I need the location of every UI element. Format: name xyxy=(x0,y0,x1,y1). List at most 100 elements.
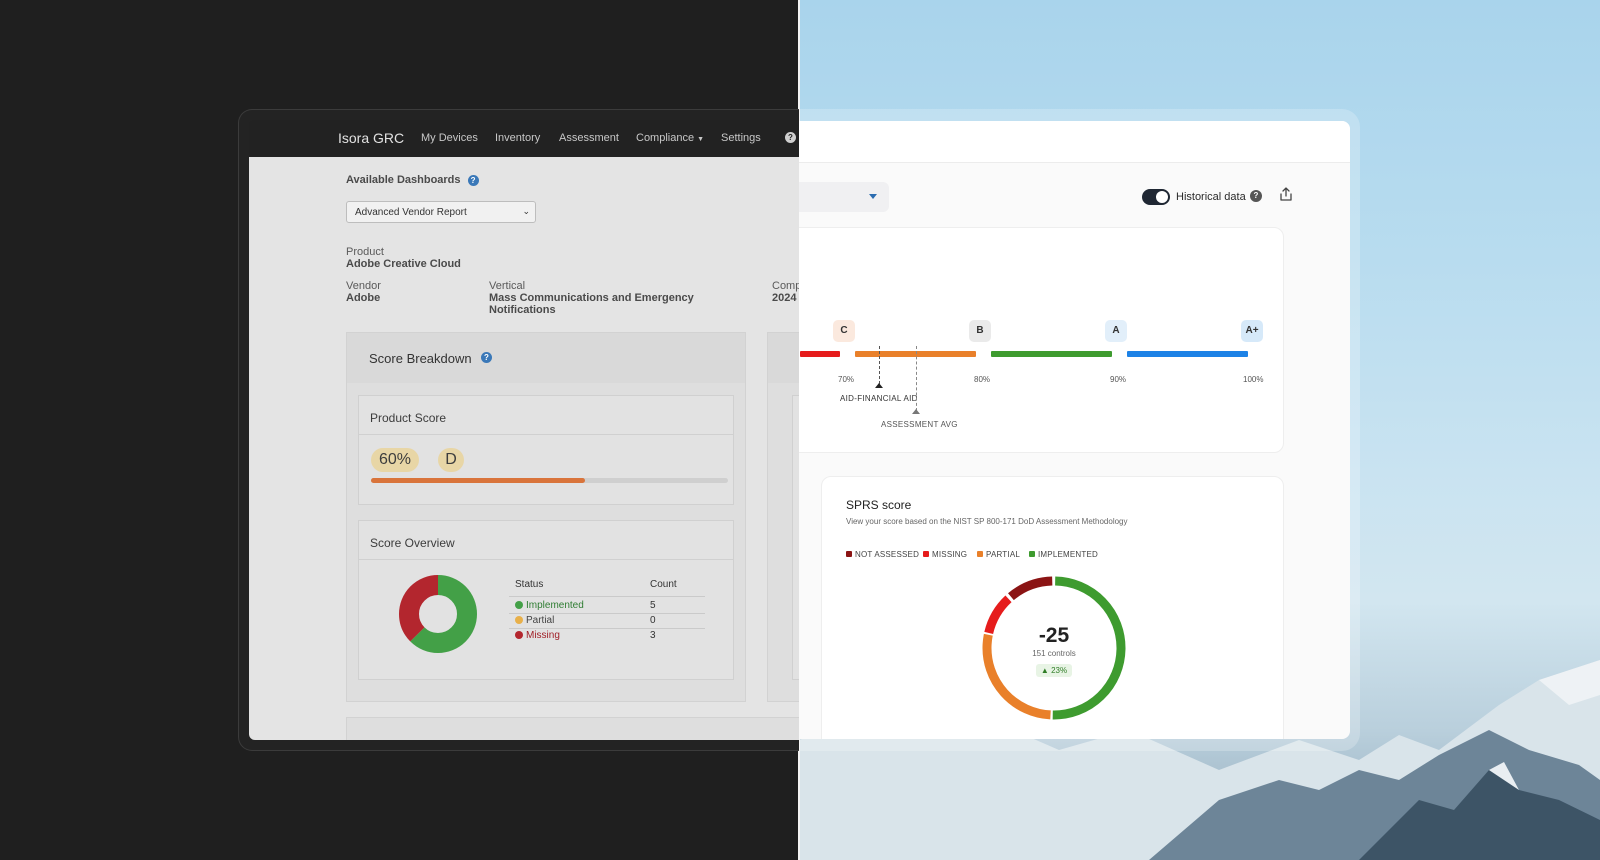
vertical-value-line1: Mass Communications and Emergency xyxy=(489,292,694,304)
nav-assessment[interactable]: Assessment xyxy=(559,132,619,144)
sprs-controls: 151 controls xyxy=(1032,649,1076,658)
marker-line-financial-aid xyxy=(879,346,880,384)
score-overview-card: Score Overview Status Count Implemented … xyxy=(358,520,734,680)
legend-label: PARTIAL xyxy=(986,550,1021,559)
grade-badge-b: B xyxy=(969,320,991,342)
product-value: Adobe Creative Cloud xyxy=(346,258,461,270)
arrow-up-icon: ▲ xyxy=(1040,666,1049,675)
legend-label: MISSING xyxy=(932,550,968,559)
status-partial: Partial xyxy=(526,615,555,626)
chevron-down-icon xyxy=(869,194,877,199)
donut-segment-missing[interactable] xyxy=(399,575,477,653)
legend-partial[interactable]: PARTIAL xyxy=(977,550,1020,559)
caret-down-icon: ▼ xyxy=(697,136,705,143)
available-dashboards-text: Available Dashboards xyxy=(346,174,461,186)
chevron-down-icon: ⌄ xyxy=(522,206,530,216)
table-row: Implemented xyxy=(515,600,584,611)
sprs-segment-missing[interactable] xyxy=(979,573,1129,723)
grade-badge-c: C xyxy=(833,320,855,342)
table-row: Missing xyxy=(515,630,560,641)
old-navbar: Isora GRC My Devices Inventory Assessmen… xyxy=(249,120,799,157)
secondary-panel-header xyxy=(768,333,799,383)
help-icon[interactable]: ? xyxy=(481,352,492,363)
tick-100: 100% xyxy=(1243,375,1264,384)
sprs-segment-implemented[interactable] xyxy=(982,576,1126,720)
dashboard-select[interactable] xyxy=(799,182,889,212)
product-score-progress xyxy=(371,478,728,483)
new-topbar xyxy=(799,121,1350,163)
vertical-label: Vertical xyxy=(489,280,526,292)
nav-my-devices[interactable]: My Devices xyxy=(421,132,478,144)
grade-bar-d xyxy=(800,351,840,357)
grade-badge-a-plus: A+ xyxy=(1241,320,1263,342)
comp-value: 2024 xyxy=(772,292,797,304)
legend-not-assessed[interactable]: NOT ASSESSED xyxy=(846,550,919,559)
legend-swatch-icon xyxy=(1029,551,1035,557)
count-missing: 3 xyxy=(650,630,656,641)
score-overview-donut xyxy=(399,575,477,653)
table-rule xyxy=(509,596,705,597)
product-score-title: Product Score xyxy=(370,411,447,425)
new-ui-window: Historical data ? C B A A+ 70% 80% 90% 1… xyxy=(799,121,1350,739)
table-header-status: Status xyxy=(515,579,544,590)
available-dashboards-label: Available Dashboards ? xyxy=(346,174,479,186)
sprs-score: -25 xyxy=(1038,624,1070,647)
legend-swatch-icon xyxy=(977,551,983,557)
grade-badge-a: A xyxy=(1105,320,1127,342)
sprs-segment-not-assessed[interactable] xyxy=(979,573,1129,723)
legend-missing[interactable]: MISSING xyxy=(923,550,967,559)
sprs-change-value: 23% xyxy=(1051,666,1068,675)
vendor-label: Vendor xyxy=(346,280,381,292)
marker-assessment-avg[interactable]: ASSESSMENT AVG xyxy=(881,420,958,429)
product-score-grade: D xyxy=(438,448,464,472)
count-implemented: 5 xyxy=(650,600,656,611)
sprs-donut xyxy=(979,573,1129,723)
marker-financial-aid[interactable]: AID-FINANCIAL AID xyxy=(840,394,918,403)
score-breakdown-header: Score Breakdown ? xyxy=(347,333,745,383)
secondary-panel xyxy=(767,332,799,702)
legend-implemented[interactable]: IMPLEMENTED xyxy=(1029,550,1098,559)
legend-swatch-icon xyxy=(923,551,929,557)
product-label: Product xyxy=(346,246,384,258)
nav-inventory[interactable]: Inventory xyxy=(495,132,541,144)
share-icon[interactable] xyxy=(1279,186,1293,202)
old-content-area: Available Dashboards ? Advanced Vendor R… xyxy=(249,157,799,740)
table-rule xyxy=(509,613,705,614)
help-icon[interactable]: ? xyxy=(1250,190,1262,202)
grade-bar-c xyxy=(855,351,976,357)
score-overview-title: Score Overview xyxy=(370,536,455,550)
vendor-value: Adobe xyxy=(346,292,381,304)
next-panel xyxy=(346,717,799,740)
status-missing: Missing xyxy=(526,630,560,641)
partial-dot-icon xyxy=(515,616,523,624)
missing-dot-icon xyxy=(515,631,523,639)
legend-label: NOT ASSESSED xyxy=(855,550,920,559)
help-icon[interactable]: ? xyxy=(785,131,796,143)
help-icon[interactable]: ? xyxy=(467,174,479,186)
nav-compliance-label: Compliance xyxy=(636,132,695,144)
dashboard-select-value: Advanced Vendor Report xyxy=(355,207,467,218)
table-rule xyxy=(509,628,705,629)
product-score-progress-fill xyxy=(371,478,586,483)
implemented-dot-icon xyxy=(515,601,523,609)
grade-bar-b xyxy=(991,351,1112,357)
nav-settings[interactable]: Settings xyxy=(721,132,761,144)
comp-label: Comp xyxy=(772,280,799,292)
marker-arrow-icon xyxy=(912,409,920,414)
product-score-percent: 60% xyxy=(371,448,419,472)
nav-compliance[interactable]: Compliance ▼ xyxy=(636,132,704,144)
grade-bar-a xyxy=(1127,351,1248,357)
tick-70: 70% xyxy=(838,375,855,384)
marker-line-assessment-avg xyxy=(916,346,917,411)
dashboard-select[interactable]: Advanced Vendor Report ⌄ xyxy=(346,201,536,223)
vertical-value-line2: Notifications xyxy=(489,304,556,316)
score-breakdown-title: Score Breakdown xyxy=(369,351,472,366)
table-row: Partial xyxy=(515,615,554,626)
tick-90: 90% xyxy=(1110,375,1127,384)
table-header-count: Count xyxy=(650,579,677,590)
brand-logo[interactable]: Isora GRC xyxy=(338,130,405,146)
historical-data-toggle[interactable] xyxy=(1142,189,1170,205)
count-partial: 0 xyxy=(650,615,656,626)
score-breakdown-panel: Score Breakdown ? Product Score 60% D Sc… xyxy=(346,332,746,702)
legend-swatch-icon xyxy=(846,551,852,557)
